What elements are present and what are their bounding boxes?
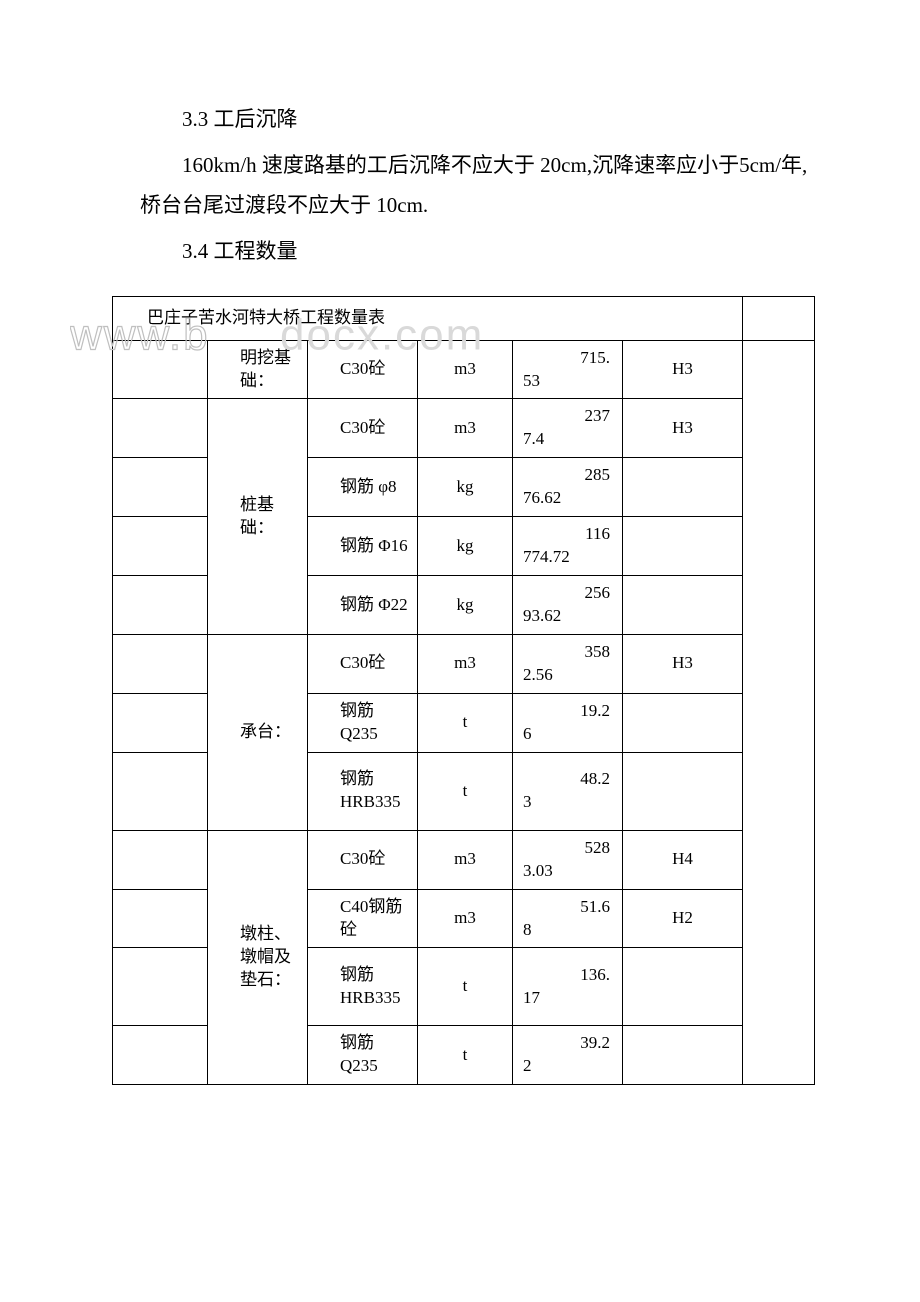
- cell-unit: m3: [418, 399, 513, 458]
- cell-material: 钢筋 Φ16: [308, 517, 418, 576]
- cell-material: 钢筋HRB335: [308, 752, 418, 830]
- table-title-row: 巴庄子苦水河特大桥工程数量表: [113, 296, 815, 340]
- cell-blank: [113, 752, 208, 830]
- cell-group: 桩基础：: [208, 399, 308, 635]
- table-row: 承台： C30砼 m3 358 2.56 H3: [113, 634, 815, 693]
- cell-note: [623, 693, 743, 752]
- cell-unit: t: [418, 693, 513, 752]
- cell-material: 钢筋 Q235: [308, 693, 418, 752]
- cell-unit: kg: [418, 576, 513, 635]
- cell-unit: kg: [418, 458, 513, 517]
- cell-blank: [113, 889, 208, 948]
- cell-blank: [113, 340, 208, 399]
- cell-blank: [113, 634, 208, 693]
- cell-blank: [113, 517, 208, 576]
- heading-3-3: 3.3 工后沉降: [140, 100, 810, 140]
- cell-blank: [113, 458, 208, 517]
- cell-material: C30砼: [308, 340, 418, 399]
- cell-unit: m3: [418, 830, 513, 889]
- cell-rightcol: [743, 340, 815, 1085]
- cell-blank: [113, 830, 208, 889]
- cell-unit: t: [418, 752, 513, 830]
- cell-qty: 116 774.72: [513, 517, 623, 576]
- cell-note: [623, 752, 743, 830]
- cell-qty: 285 76.62: [513, 458, 623, 517]
- cell-unit: m3: [418, 634, 513, 693]
- cell-blank: [113, 948, 208, 1026]
- cell-qty: 19.2 6: [513, 693, 623, 752]
- cell-qty: 51.6 8: [513, 889, 623, 948]
- table-row: 墩柱、墩帽及垫石： C30砼 m3 528 3.03 H4: [113, 830, 815, 889]
- cell-note: [623, 458, 743, 517]
- cell-note: H2: [623, 889, 743, 948]
- cell-note: H4: [623, 830, 743, 889]
- cell-blank: [113, 693, 208, 752]
- cell-qty: 237 7.4: [513, 399, 623, 458]
- cell-note: [623, 1026, 743, 1085]
- cell-group: 承台：: [208, 634, 308, 830]
- table-row: 明挖基础： C30砼 m3 715. 53 H3: [113, 340, 815, 399]
- quantity-table-wrap: 巴庄子苦水河特大桥工程数量表 明挖基础： C30砼 m3 715. 53 H3 …: [112, 296, 814, 1086]
- cell-blank: [113, 576, 208, 635]
- table-title: 巴庄子苦水河特大桥工程数量表: [113, 296, 743, 340]
- cell-qty: 528 3.03: [513, 830, 623, 889]
- cell-material: 钢筋HRB335: [308, 948, 418, 1026]
- cell-note: [623, 576, 743, 635]
- cell-qty: 136. 17: [513, 948, 623, 1026]
- cell-material: C30砼: [308, 399, 418, 458]
- table-row: 桩基础： C30砼 m3 237 7.4 H3: [113, 399, 815, 458]
- cell-note: [623, 517, 743, 576]
- cell-note: H3: [623, 340, 743, 399]
- cell-note: H3: [623, 399, 743, 458]
- cell-unit: t: [418, 1026, 513, 1085]
- cell-material: 钢筋 Q235: [308, 1026, 418, 1085]
- cell-material: C40钢筋砼: [308, 889, 418, 948]
- cell-blank: [113, 1026, 208, 1085]
- cell-qty: 715. 53: [513, 340, 623, 399]
- paragraph-3-3: 160km/h 速度路基的工后沉降不应大于 20cm,沉降速率应小于5cm/年,…: [140, 146, 810, 226]
- cell-unit: m3: [418, 889, 513, 948]
- cell-unit: t: [418, 948, 513, 1026]
- cell-qty: 39.2 2: [513, 1026, 623, 1085]
- cell-material: 钢筋 Φ22: [308, 576, 418, 635]
- cell-unit: m3: [418, 340, 513, 399]
- document-page: 3.3 工后沉降 160km/h 速度路基的工后沉降不应大于 20cm,沉降速率…: [0, 0, 920, 1302]
- cell-blank: [113, 399, 208, 458]
- table-title-blank: [743, 296, 815, 340]
- cell-note: [623, 948, 743, 1026]
- quantity-table: 巴庄子苦水河特大桥工程数量表 明挖基础： C30砼 m3 715. 53 H3 …: [112, 296, 815, 1086]
- cell-note: H3: [623, 634, 743, 693]
- cell-group: 墩柱、墩帽及垫石：: [208, 830, 308, 1085]
- cell-group: 明挖基础：: [208, 340, 308, 399]
- heading-3-4: 3.4 工程数量: [140, 232, 810, 272]
- cell-qty: 48.2 3: [513, 752, 623, 830]
- spacer: [140, 278, 810, 296]
- cell-material: C30砼: [308, 830, 418, 889]
- cell-unit: kg: [418, 517, 513, 576]
- cell-material: 钢筋 φ8: [308, 458, 418, 517]
- cell-qty: 256 93.62: [513, 576, 623, 635]
- cell-qty: 358 2.56: [513, 634, 623, 693]
- cell-material: C30砼: [308, 634, 418, 693]
